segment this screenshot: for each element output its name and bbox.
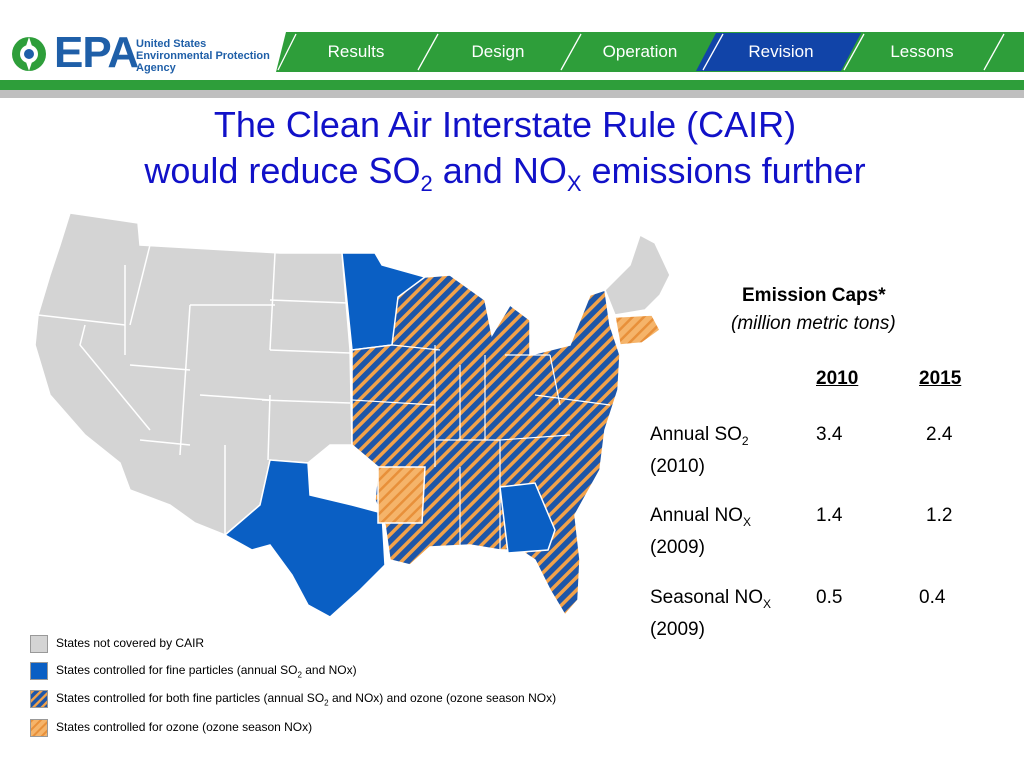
row-value-2015: 0.4 bbox=[919, 587, 946, 608]
logo-wordmark: EPA bbox=[54, 28, 139, 77]
caps-subtitle: (million metric tons) bbox=[731, 313, 896, 334]
legend-label: States controlled for fine particles (an… bbox=[56, 663, 357, 680]
col-2015: 2015 bbox=[919, 368, 962, 389]
caps-title: Emission Caps* bbox=[742, 285, 886, 306]
state-massachusetts bbox=[614, 314, 661, 346]
row-label: Annual NOX (2009) bbox=[650, 505, 751, 558]
legend-label: States not covered by CAIR bbox=[56, 636, 205, 650]
row-value-2010: 1.4 bbox=[816, 505, 843, 526]
row-value-2015: 1.2 bbox=[926, 505, 953, 526]
agency-line: Agency bbox=[136, 62, 176, 74]
cair-states-map bbox=[34, 212, 671, 618]
tab-operation[interactable]: Operation bbox=[602, 42, 678, 61]
agency-line: Environmental Protection bbox=[136, 50, 270, 62]
legend-swatch bbox=[30, 719, 48, 737]
state-texas bbox=[223, 459, 386, 618]
row-value-2010: 0.5 bbox=[816, 587, 843, 608]
legend-label: States controlled for ozone (ozone seaso… bbox=[56, 720, 313, 734]
title-line-2: would reduce SO2 and NOX emissions furth… bbox=[144, 150, 866, 197]
state-georgia bbox=[499, 482, 556, 554]
row-label: Annual SO2 (2010) bbox=[650, 424, 749, 477]
hatched-state-borders bbox=[351, 344, 611, 550]
col-2010: 2010 bbox=[816, 368, 859, 389]
epa-logo: EPA United States Environmental Protecti… bbox=[8, 28, 278, 77]
row-label: Seasonal NOX (2009) bbox=[650, 587, 772, 640]
new-england-uncovered bbox=[604, 233, 671, 316]
tab-revision[interactable]: Revision bbox=[748, 42, 814, 61]
state-arkansas bbox=[377, 466, 426, 524]
legend-swatch bbox=[30, 690, 48, 708]
tab-results[interactable]: Results bbox=[327, 42, 385, 61]
tab-lessons[interactable]: Lessons bbox=[890, 42, 954, 61]
title-line-1: The Clean Air Interstate Rule (CAIR) bbox=[213, 104, 797, 145]
header-stripe-gray bbox=[0, 90, 1024, 98]
legend-swatch bbox=[30, 635, 48, 653]
uncovered-state-borders bbox=[37, 244, 351, 535]
header-stripe-green bbox=[0, 80, 1024, 90]
legend-swatch bbox=[30, 662, 48, 680]
legend-label: States controlled for both fine particle… bbox=[56, 691, 557, 708]
row-value-2010: 3.4 bbox=[816, 424, 843, 445]
epa-flower-icon bbox=[12, 37, 46, 71]
row-value-2015: 2.4 bbox=[926, 424, 953, 445]
nav-bar bbox=[276, 32, 1024, 72]
slide-title: The Clean Air Interstate Rule (CAIR) wou… bbox=[0, 102, 1010, 207]
tab-design[interactable]: Design bbox=[471, 42, 525, 61]
agency-line: United States bbox=[136, 38, 207, 50]
agency-name: United States Environmental Protection A… bbox=[136, 38, 270, 74]
